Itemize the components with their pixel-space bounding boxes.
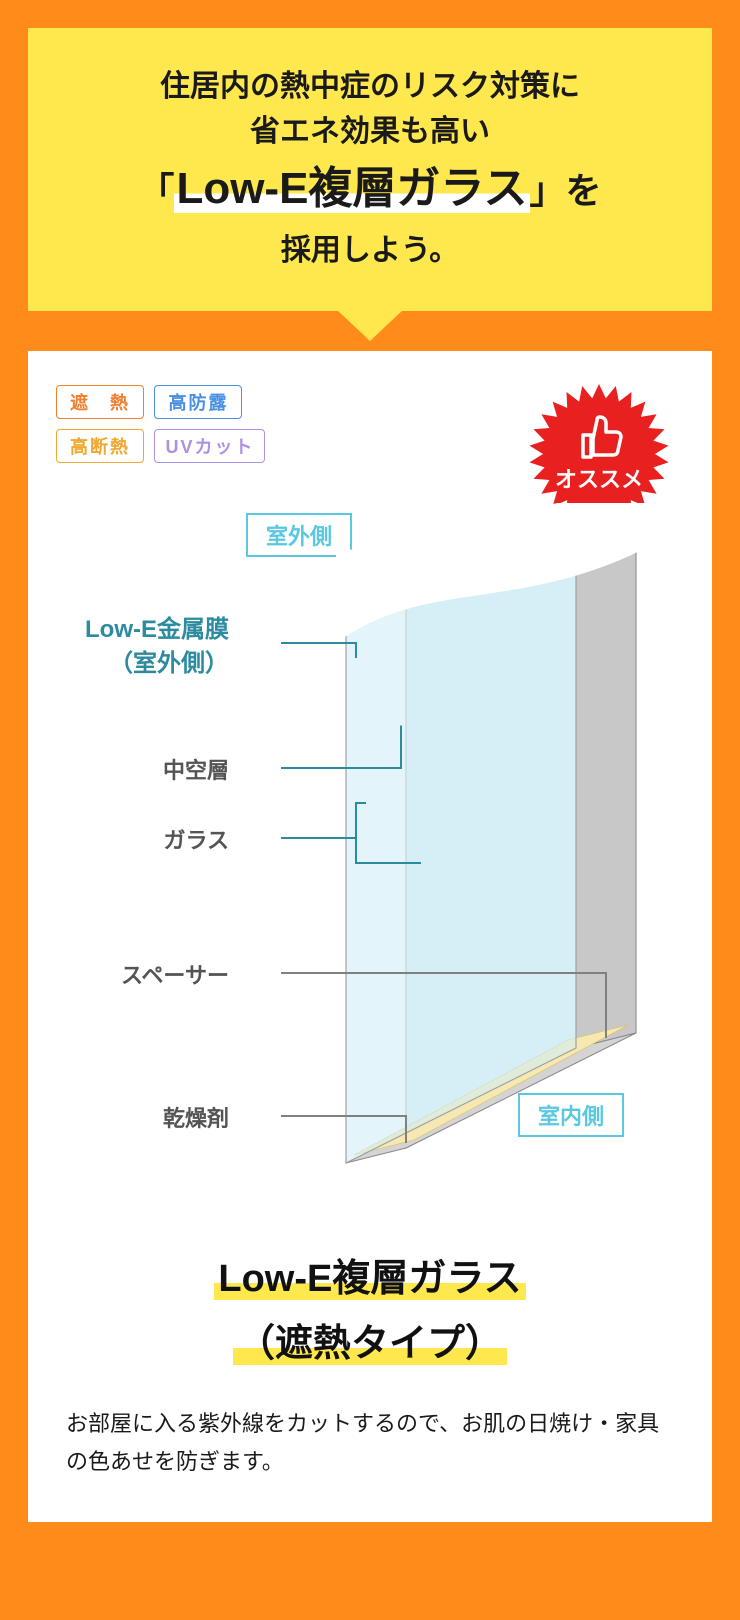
ann-desiccant: 乾燥剤 <box>163 1101 229 1133</box>
tag-insulation: 高断熱 <box>56 429 144 463</box>
tag-shield-heat: 遮 熱 <box>56 385 144 419</box>
callout-line-3: 「Low-E複層ガラス」を <box>52 154 688 224</box>
tags-area: 遮 熱 高防露 高断熱 UVカット オススメ <box>56 385 684 495</box>
ann-low-e-l1: Low-E金属膜 <box>85 616 229 643</box>
callout-line-4: 採用しよう。 <box>52 228 688 273</box>
ann-spacer: スペーサー <box>121 958 229 990</box>
product-title-block: Low-E複層ガラス （遮熱タイプ） <box>56 1247 684 1376</box>
glass-svg <box>56 503 716 1223</box>
product-title-1: Low-E複層ガラス <box>214 1258 525 1300</box>
ann-low-e: Low-E金属膜 （室外側） <box>85 613 229 680</box>
tag-uv-cut: UVカット <box>154 429 265 463</box>
product-description: お部屋に入る紫外線をカットするので、お肌の日焼け・家具の色あせを防ぎます。 <box>56 1405 684 1482</box>
callout-box: 住居内の熱中症のリスク対策に 省エネ効果も高い 「Low-E複層ガラス」を 採用… <box>28 28 712 311</box>
ann-hollow-layer: 中空層 <box>163 753 229 785</box>
bracket-close: 」を <box>530 170 602 211</box>
tag-anti-dew: 高防露 <box>154 385 242 419</box>
glass-diagram: 室外側 室内側 Low-E金属膜 （室外側） 中空層 ガラス スペーサー 乾燥剤 <box>56 503 684 1223</box>
badge-label: オススメ <box>555 467 643 492</box>
callout-line-1: 住居内の熱中症のリスク対策に <box>52 64 688 109</box>
main-panel: 遮 熱 高防露 高断熱 UVカット オススメ 室外側 室内側 <box>28 351 712 1521</box>
callout-tail-icon <box>336 309 404 341</box>
bracket-open: 「 <box>138 170 174 211</box>
ann-low-e-l2: （室外側） <box>109 650 229 677</box>
tags-group: 遮 熱 高防露 高断熱 UVカット <box>56 385 296 473</box>
ann-glass: ガラス <box>163 823 229 855</box>
callout-highlight: Low-E複層ガラス <box>174 164 529 213</box>
product-title-2: （遮熱タイプ） <box>233 1323 507 1365</box>
callout-line-2: 省エネ効果も高い <box>52 109 688 154</box>
